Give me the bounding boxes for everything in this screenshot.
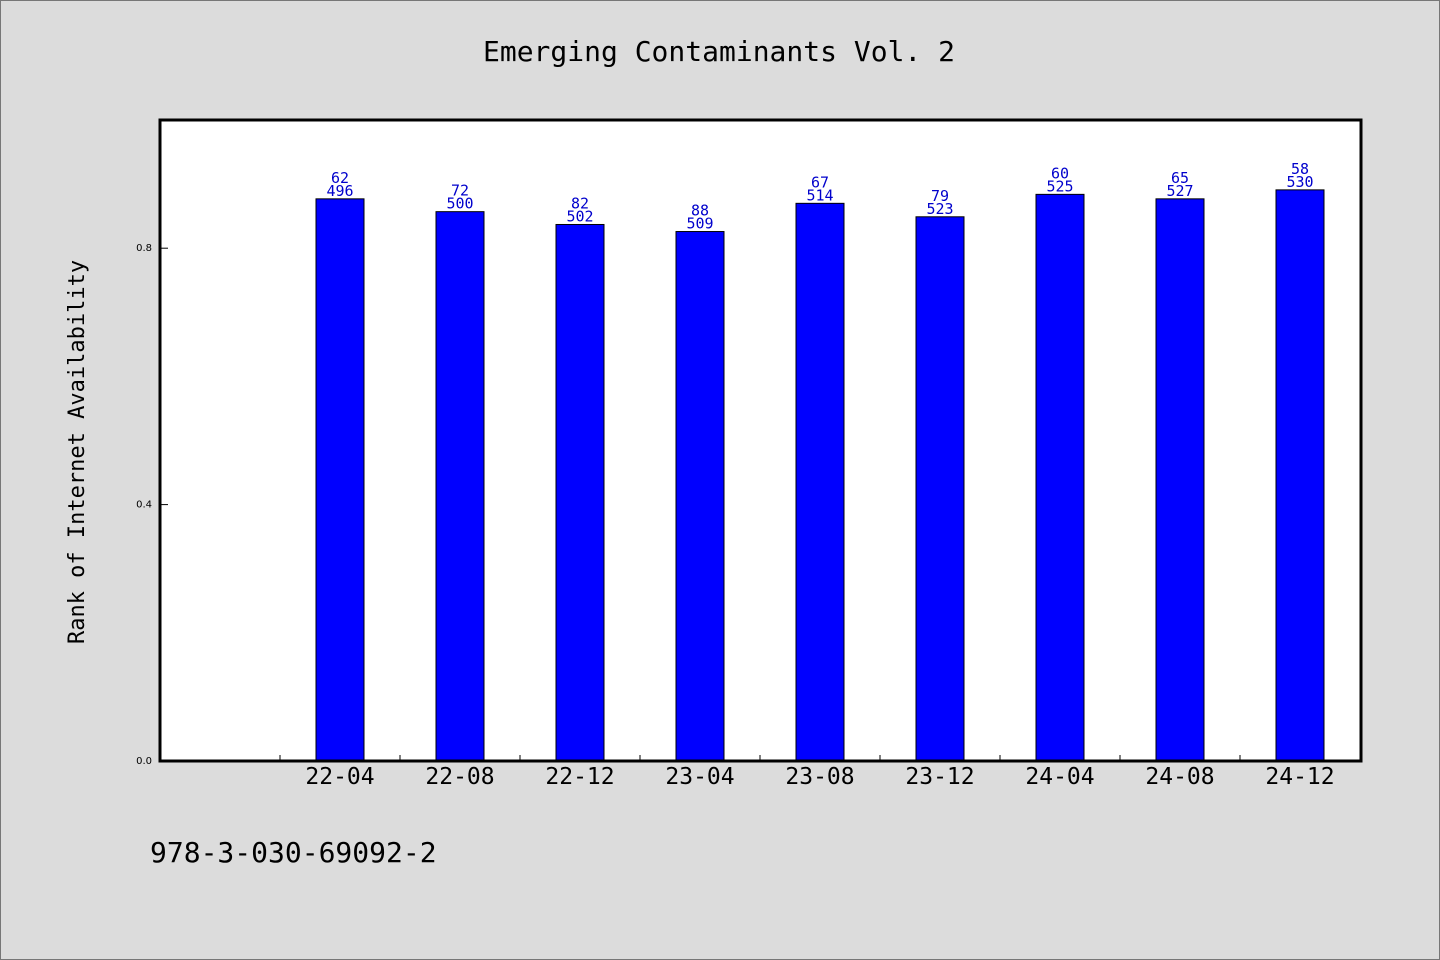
- bar-label-bottom: 523: [926, 200, 953, 218]
- bar: [1155, 198, 1205, 762]
- y-tick-label: 0.8: [136, 243, 152, 254]
- x-tick-label: 24-12: [1265, 764, 1334, 790]
- chart-title: Emerging Contaminants Vol. 2: [483, 35, 955, 68]
- x-tick-label: 22-12: [545, 764, 614, 790]
- bar-label-top: 60: [1051, 164, 1069, 182]
- bar: [1035, 193, 1085, 762]
- bar-series: [315, 189, 1325, 762]
- bar-label-bottom: 502: [566, 207, 593, 225]
- bar: [435, 211, 485, 762]
- bar-label-bottom: 530: [1286, 173, 1313, 191]
- x-axis-ticks: 22-04 22-08 22-12 23-04 23-08 23-12 24-04 24-08…: [279, 755, 1361, 790]
- bar-label-top: 58: [1291, 160, 1309, 178]
- x-tick-label: 24-08: [1145, 764, 1214, 790]
- bar-label-bottom: 525: [1046, 177, 1073, 195]
- bar-label-top: 82: [571, 194, 589, 212]
- bar-label-bottom: 509: [686, 215, 713, 233]
- footer-isbn: 978-3-030-69092-2: [150, 836, 437, 869]
- bar-label-top: 72: [451, 182, 469, 200]
- bar-label-bottom: 500: [446, 195, 473, 213]
- bar-label-bottom: 496: [326, 182, 353, 200]
- x-tick-label: 22-08: [425, 764, 494, 790]
- bar-label-top: 62: [331, 169, 349, 187]
- bar-label-top: 65: [1171, 169, 1189, 187]
- x-tick-label: 24-04: [1025, 764, 1094, 790]
- bar-label-top: 67: [811, 173, 829, 191]
- x-tick-label: 23-08: [785, 764, 854, 790]
- y-axis-label: Rank of Internet Availability: [65, 260, 90, 644]
- x-tick-label: 22-04: [305, 764, 374, 790]
- plot-border: [158, 118, 1363, 763]
- y-tick-label: 0.4: [136, 500, 152, 511]
- bar: [1275, 189, 1325, 762]
- bar: [795, 202, 845, 762]
- bar: [915, 216, 965, 762]
- x-tick-label: 23-04: [665, 764, 734, 790]
- bar: [315, 198, 365, 762]
- bar-label-bottom: 527: [1166, 182, 1193, 200]
- bar-label-bottom: 514: [806, 186, 833, 204]
- x-tick-label: 23-12: [905, 764, 974, 790]
- bar-label-top: 79: [931, 187, 949, 205]
- bar: [675, 231, 725, 762]
- bar: [555, 223, 605, 762]
- bar-label-top: 88: [691, 202, 709, 220]
- y-tick-label: 0.0: [136, 756, 152, 767]
